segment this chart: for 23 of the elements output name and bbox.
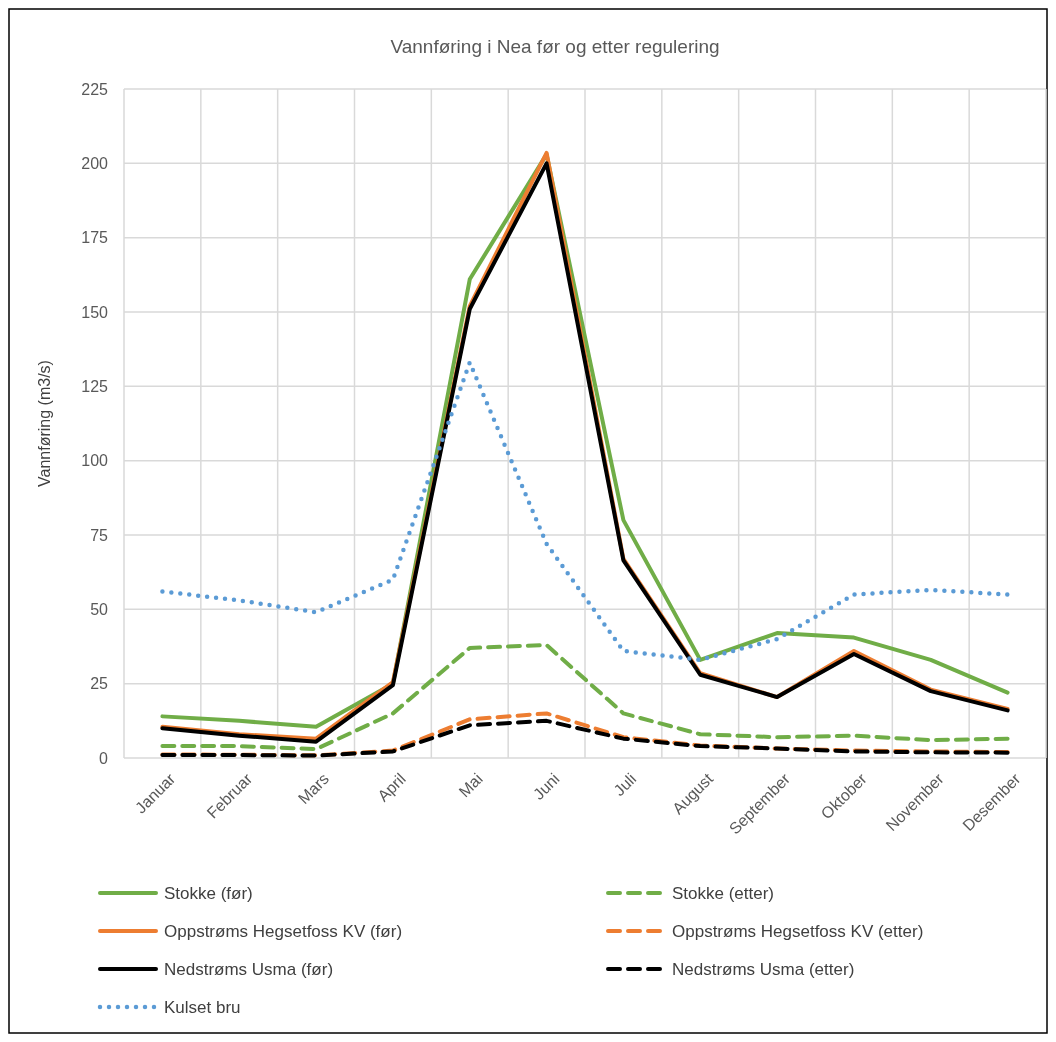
y-tick-label: 100 [81, 452, 109, 470]
y-tick-label: 200 [81, 154, 109, 172]
legend-label: Oppstrøms Hegsetfoss KV (før) [164, 921, 403, 941]
y-tick-label: 25 [90, 675, 109, 693]
legend-label: Stokke (før) [164, 883, 253, 903]
legend-label: Nedstrøms Usma (etter) [672, 959, 855, 979]
y-tick-label: 225 [81, 80, 109, 98]
y-axis-title: Vannføring (m3/s) [36, 360, 53, 487]
y-tick-label: 175 [81, 229, 109, 247]
x-tick-label: Mai [455, 770, 486, 801]
legend-label: Stokke (etter) [672, 883, 775, 903]
line-series [160, 360, 1010, 663]
y-tick-label: 50 [90, 600, 109, 618]
legend-label: Nedstrøms Usma (før) [164, 959, 334, 979]
chart-title: Vannføring i Nea før og etter regulering [390, 36, 720, 57]
y-tick-label: 0 [99, 749, 109, 767]
x-tick-label: Juli [610, 770, 640, 800]
legend-label: Oppstrøms Hegsetfoss KV (etter) [672, 921, 924, 941]
y-tick-label: 75 [90, 526, 109, 544]
y-tick-label: 150 [81, 303, 109, 321]
legend-label: Kulset bru [164, 997, 241, 1017]
line-series [160, 643, 1010, 752]
y-tick-label: 125 [81, 377, 109, 395]
